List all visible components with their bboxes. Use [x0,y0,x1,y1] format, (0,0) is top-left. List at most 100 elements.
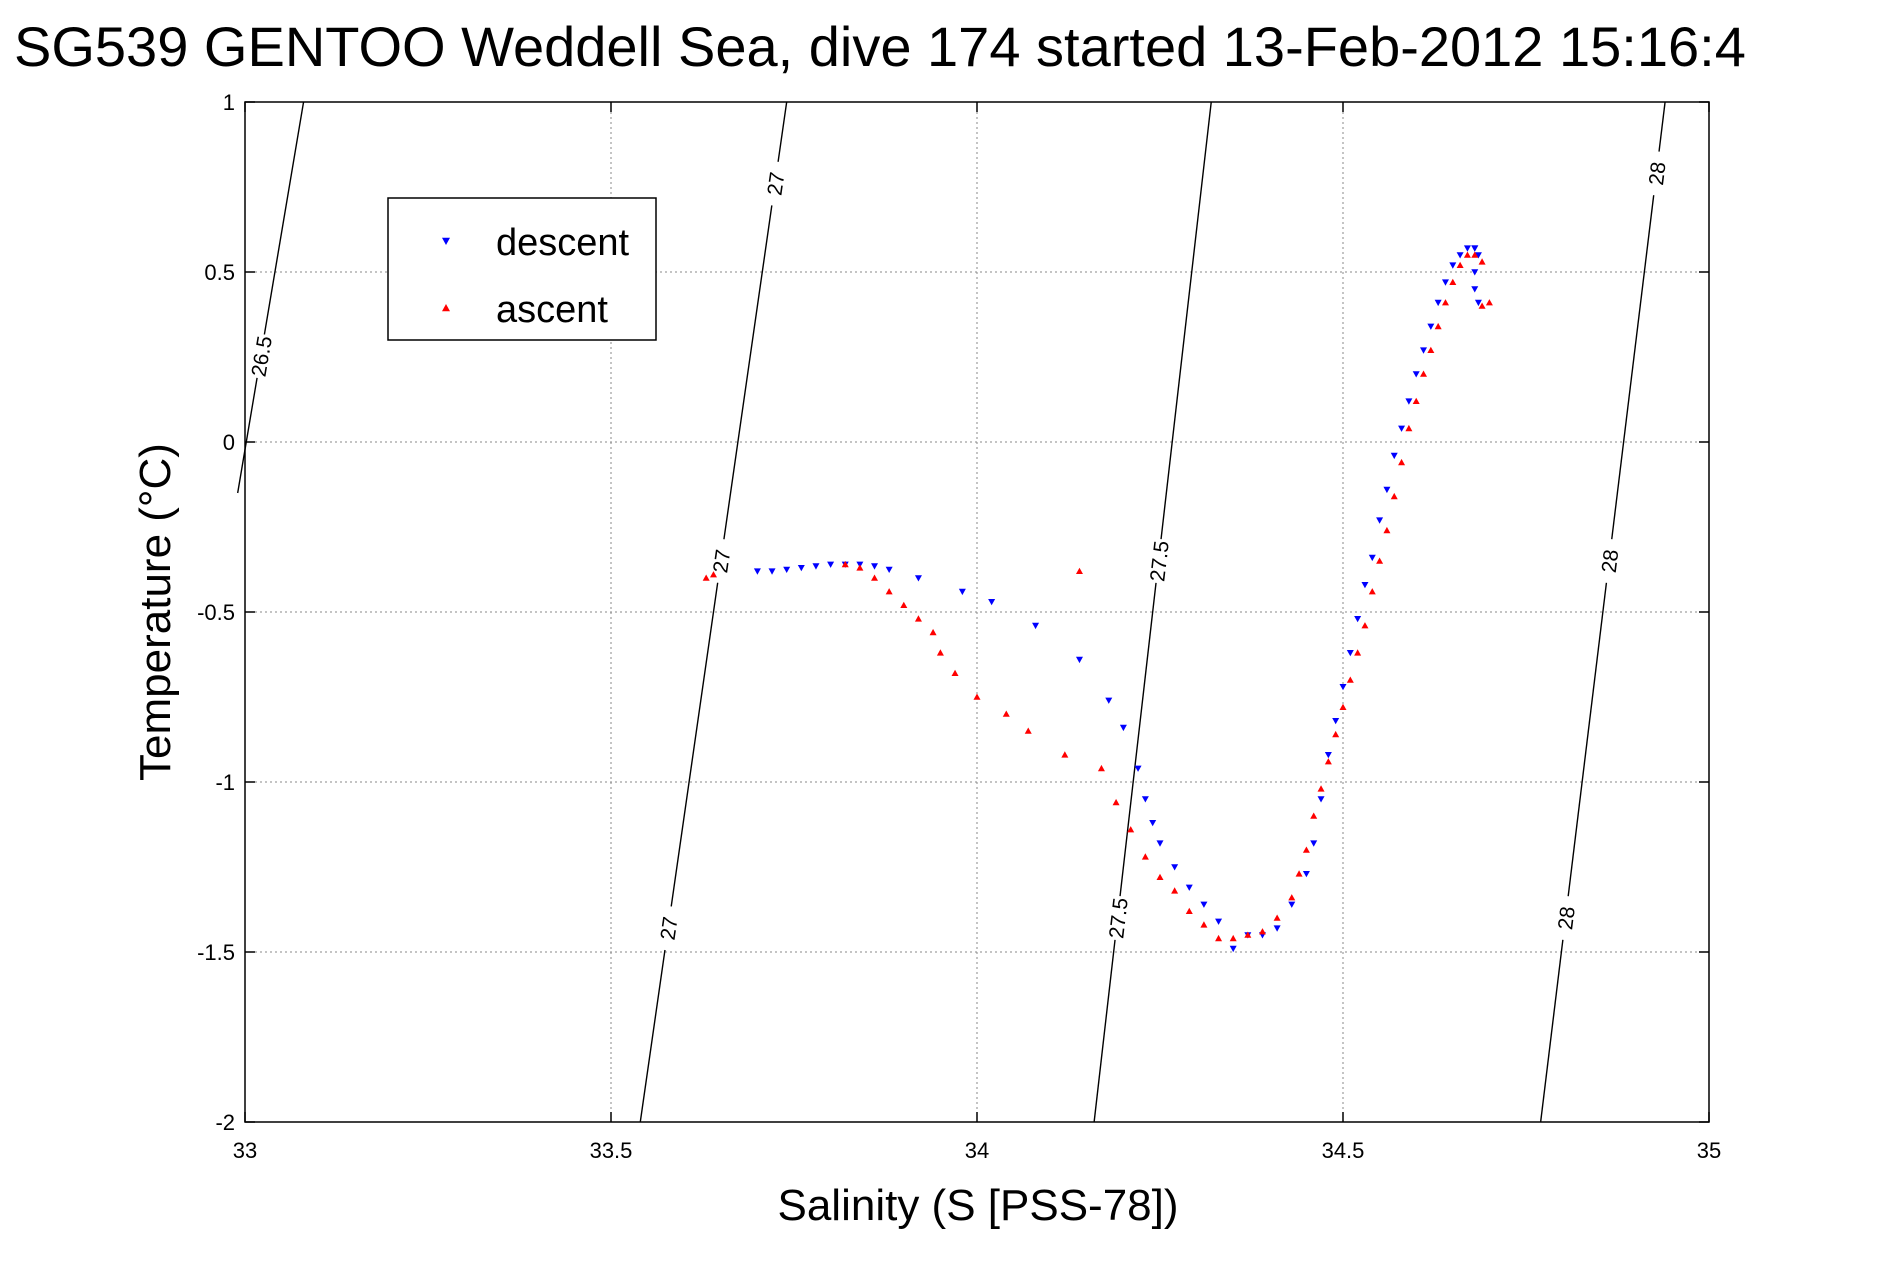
descent-point [1346,650,1354,657]
ascent-point [1171,887,1179,894]
ascent-point [1405,424,1413,432]
ascent-point [1302,846,1310,853]
descent-point [1405,398,1413,405]
ascent-point [1383,526,1391,534]
descent-point [1441,279,1449,286]
ascent-point [1075,567,1083,574]
descent-point [1332,718,1340,725]
isopycnal-label: 27.5 [1146,540,1174,583]
ascent-point [1427,346,1435,353]
isopycnal-line [236,101,305,494]
y-axis-label: Temperature (°C) [131,443,180,781]
descent-point [827,561,835,568]
y-tick-label: 1 [223,90,235,115]
ascent-point [929,628,937,636]
ascent-point [1434,322,1442,330]
x-tick-label: 34 [965,1138,989,1163]
ascent-point [1324,758,1332,765]
descent-point [1361,582,1369,589]
descent-point [1317,796,1325,803]
ascent-point [1368,588,1376,595]
ascent-point [1200,921,1208,928]
descent-point [1398,425,1406,432]
descent-point [1149,820,1157,827]
descent-point [1449,262,1457,269]
y-tick-label: 0 [223,430,235,455]
descent-point [1471,286,1479,293]
ascent-point [885,588,893,595]
ascent-point [709,571,717,578]
isopycnal-label: 27 [657,915,683,941]
ascent-point [1420,370,1428,377]
descent-point [1383,486,1391,494]
ascent-point [856,564,864,571]
descent-point [988,599,996,606]
descent-point [1427,323,1435,330]
legend-label-ascent: ascent [496,289,608,331]
x-tick-label: 33.5 [590,1138,633,1163]
ascent-point [1215,934,1223,942]
descent-point [1471,269,1479,276]
descent-point [783,566,791,573]
ascent-point [1229,934,1237,942]
y-tick-label: -1.5 [197,940,235,965]
ascent-point [914,615,922,622]
ascent-point [1346,676,1354,683]
ascent-point [1141,853,1149,860]
legend-box [387,197,657,341]
ascent-point [1112,798,1120,806]
ascent-point [1456,261,1464,268]
descent-point [1229,945,1237,953]
ascent-point [1156,873,1164,880]
descent-point [753,568,761,575]
y-tick-label: -1 [215,770,235,795]
ascent-point [1332,730,1340,738]
descent-point [1368,554,1376,562]
series-ascent [702,251,1493,942]
ascent-point [1412,397,1420,404]
descent-point [1420,347,1428,354]
descent-point [1134,765,1142,772]
y-tick-label: 0.5 [204,260,235,285]
descent-point [1434,299,1442,307]
descent-point [1324,752,1332,759]
descent-point [1171,864,1179,871]
descent-point [1474,252,1482,259]
descent-point [871,563,879,570]
x-tick-label: 35 [1697,1138,1721,1163]
descent-point [1141,796,1149,803]
isopycnal-label: 27 [709,548,735,574]
descent-point [1032,622,1040,630]
x-tick-label: 33 [233,1138,257,1163]
data-points [702,245,1493,953]
descent-marker [442,237,450,245]
ascent-point [702,574,710,581]
isopycnal-label: 27.5 [1105,897,1133,940]
descent-point [1463,245,1471,252]
ascent-point [1339,703,1347,710]
descent-point [1200,901,1208,908]
ascent-point [1310,812,1318,819]
isopycnal-line [1093,101,1212,1123]
ascent-point [841,560,849,568]
descent-point [958,588,966,596]
ascent-point [1185,907,1193,914]
descent-point [1273,925,1281,932]
ascent-point [1478,302,1486,309]
isopycnal-label: 27 [763,171,789,197]
ascent-point [1390,492,1398,500]
ascent-point [1127,826,1135,833]
ascent-marker [442,304,450,312]
descent-point [1105,697,1113,704]
descent-point [1474,299,1482,307]
x-tick-label: 34.5 [1322,1138,1365,1163]
descent-point [1156,840,1164,847]
ascent-point [1376,557,1384,564]
descent-point [1376,517,1384,524]
ascent-point [1449,278,1457,285]
ascent-point [1258,928,1266,935]
ascent-point [1471,251,1479,258]
descent-point [768,568,776,575]
